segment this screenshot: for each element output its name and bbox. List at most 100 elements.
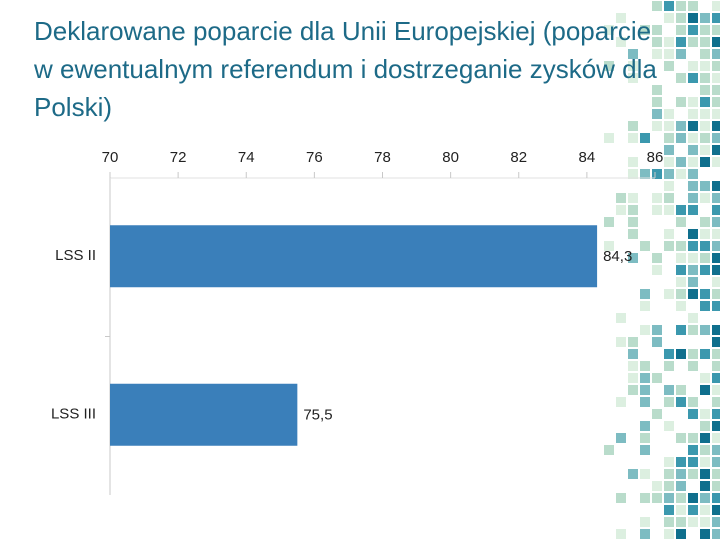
mosaic-tile [640, 241, 650, 251]
mosaic-tile [664, 493, 674, 503]
mosaic-tile [712, 13, 720, 23]
mosaic-tile [676, 325, 686, 335]
mosaic-tile [676, 277, 686, 287]
mosaic-tile [712, 49, 720, 59]
mosaic-tile [628, 133, 638, 143]
mosaic-tile [700, 517, 710, 527]
mosaic-tile [712, 121, 720, 131]
mosaic-tile [628, 361, 638, 371]
mosaic-tile [712, 409, 720, 419]
mosaic-tile [676, 97, 686, 107]
mosaic-tile [712, 181, 720, 191]
mosaic-tile [628, 229, 638, 239]
mosaic-tile [712, 37, 720, 47]
mosaic-tile [700, 229, 710, 239]
mosaic-tile [652, 97, 662, 107]
mosaic-tile [628, 49, 638, 59]
mosaic-tile [712, 505, 720, 515]
mosaic-tile [640, 289, 650, 299]
mosaic-tile [628, 205, 638, 215]
x-tick-label: 82 [510, 149, 527, 166]
mosaic-tile [712, 421, 720, 431]
mosaic-tile [628, 385, 638, 395]
mosaic-tile [664, 529, 674, 539]
bar [110, 225, 598, 288]
mosaic-tile [628, 73, 638, 83]
mosaic-tile [676, 25, 686, 35]
mosaic-tile [628, 373, 638, 383]
mosaic-tile [712, 445, 720, 455]
mosaic-tile [712, 25, 720, 35]
mosaic-tile [616, 397, 626, 407]
mosaic-tile [688, 469, 698, 479]
mosaic-tile [640, 361, 650, 371]
mosaic-tile [664, 421, 674, 431]
mosaic-tile [700, 37, 710, 47]
mosaic-tile [676, 205, 686, 215]
mosaic-tile [664, 385, 674, 395]
mosaic-tile [700, 409, 710, 419]
mosaic-tile [676, 433, 686, 443]
x-tick-label: 72 [170, 149, 187, 166]
mosaic-tile [664, 241, 674, 251]
mosaic-tile [652, 265, 662, 275]
mosaic-tile [712, 337, 720, 347]
mosaic-tile [688, 409, 698, 419]
mosaic-tile [640, 133, 650, 143]
mosaic-tile [700, 121, 710, 131]
mosaic-tile [712, 301, 720, 311]
mosaic-tile [676, 265, 686, 275]
mosaic-tile [688, 241, 698, 251]
mosaic-tile [664, 49, 674, 59]
mosaic-tile [640, 493, 650, 503]
mosaic-tile [664, 61, 674, 71]
mosaic-tile [676, 157, 686, 167]
mosaic-tile [676, 49, 686, 59]
mosaic-tile [688, 277, 698, 287]
mosaic-tile [712, 325, 720, 335]
mosaic-tile [640, 325, 650, 335]
mosaic-tile [688, 97, 698, 107]
mosaic-tile [640, 397, 650, 407]
x-tick-label: 74 [238, 149, 255, 166]
mosaic-tile [676, 529, 686, 539]
mosaic-tile [604, 25, 614, 35]
mosaic-tile [616, 433, 626, 443]
mosaic-tile [616, 205, 626, 215]
mosaic-tile [664, 133, 674, 143]
mosaic-tile [712, 193, 720, 203]
mosaic-tile [664, 205, 674, 215]
mosaic-tile [712, 385, 720, 395]
mosaic-tile [652, 85, 662, 95]
mosaic-tile [640, 25, 650, 35]
mosaic-tile [652, 37, 662, 47]
mosaic-tile [640, 169, 650, 179]
mosaic-tile [712, 157, 720, 167]
mosaic-tile [700, 469, 710, 479]
mosaic-tile [700, 13, 710, 23]
mosaic-tile [688, 505, 698, 515]
mosaic-tile [664, 229, 674, 239]
mosaic-tile [712, 469, 720, 479]
mosaic-tile [676, 481, 686, 491]
mosaic-tile [652, 109, 662, 119]
mosaic-tile [688, 289, 698, 299]
mosaic-tile [700, 373, 710, 383]
mosaic-tile [676, 517, 686, 527]
mosaic-tile [652, 337, 662, 347]
mosaic-tile [700, 421, 710, 431]
mosaic-tile [616, 13, 626, 23]
mosaic-tile [700, 289, 710, 299]
mosaic-tile [700, 445, 710, 455]
mosaic-tile [712, 1, 720, 11]
mosaic-tile [712, 241, 720, 251]
mosaic-tile [712, 205, 720, 215]
mosaic-tile [688, 133, 698, 143]
mosaic-tile [640, 301, 650, 311]
mosaic-tile [652, 373, 662, 383]
mosaic-tile [616, 493, 626, 503]
mosaic-tile [700, 193, 710, 203]
mosaic-tile [688, 25, 698, 35]
mosaic-tile [652, 193, 662, 203]
mosaic-tile [700, 133, 710, 143]
